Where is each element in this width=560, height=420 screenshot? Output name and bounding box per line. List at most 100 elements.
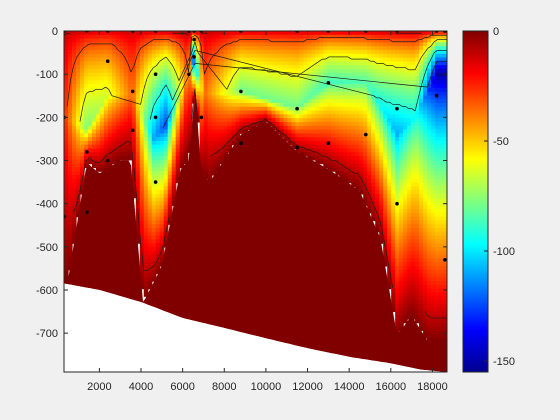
field-cell bbox=[179, 99, 185, 104]
field-cell bbox=[299, 57, 304, 62]
field-cell bbox=[203, 167, 209, 172]
field-cell bbox=[255, 42, 261, 47]
field-cell bbox=[287, 110, 293, 115]
field-cell bbox=[411, 76, 416, 81]
contour-segment bbox=[150, 39, 154, 43]
field-cell bbox=[411, 209, 416, 214]
field-cell bbox=[175, 159, 181, 165]
field-cell bbox=[415, 292, 420, 297]
field-cell bbox=[267, 91, 273, 97]
field-cell bbox=[415, 174, 420, 180]
field-cell bbox=[355, 163, 360, 168]
field-cell bbox=[179, 125, 185, 131]
field-cell bbox=[95, 80, 101, 85]
field-cell bbox=[407, 303, 412, 309]
field-cell bbox=[131, 53, 137, 59]
field-cell bbox=[95, 129, 101, 134]
field-cell bbox=[131, 118, 137, 123]
field-cell bbox=[387, 243, 392, 248]
field-cell bbox=[403, 212, 408, 218]
field-cell bbox=[147, 284, 153, 290]
field-cell bbox=[407, 315, 412, 320]
field-cell bbox=[64, 231, 69, 237]
contour-segment bbox=[232, 71, 237, 77]
field-cell bbox=[335, 114, 340, 119]
field-cell bbox=[443, 106, 447, 112]
field-cell bbox=[119, 99, 125, 104]
field-cell bbox=[203, 76, 209, 81]
field-cell bbox=[79, 163, 85, 168]
field-cell bbox=[71, 65, 77, 70]
field-cell bbox=[427, 190, 432, 195]
field-cell bbox=[247, 53, 253, 59]
field-cell bbox=[219, 31, 225, 36]
field-cell bbox=[439, 76, 444, 81]
field-cell bbox=[111, 72, 117, 78]
field-cell bbox=[75, 95, 81, 100]
field-cell bbox=[227, 129, 233, 134]
field-cell bbox=[379, 140, 384, 146]
field-cell bbox=[263, 38, 269, 43]
field-cell bbox=[347, 163, 352, 168]
field-cell bbox=[339, 125, 344, 131]
field-cell bbox=[151, 129, 157, 134]
field-cell bbox=[303, 114, 308, 119]
field-cell bbox=[331, 87, 336, 93]
field-cell bbox=[75, 87, 81, 93]
field-cell bbox=[303, 65, 308, 70]
field-cell bbox=[99, 121, 105, 127]
field-cell bbox=[299, 106, 304, 112]
field-cell bbox=[151, 167, 157, 172]
field-cell bbox=[411, 121, 416, 127]
field-cell bbox=[123, 65, 129, 70]
field-cell bbox=[107, 61, 113, 66]
field-cell bbox=[383, 167, 388, 172]
field-cell bbox=[419, 114, 424, 119]
field-cell bbox=[407, 258, 412, 263]
field-cell bbox=[135, 197, 141, 203]
field-cell bbox=[143, 201, 149, 206]
field-cell bbox=[139, 144, 145, 150]
field-cell bbox=[331, 167, 336, 172]
field-cell bbox=[339, 121, 344, 127]
field-cell bbox=[443, 49, 447, 55]
field-cell bbox=[215, 110, 221, 115]
field-cell bbox=[419, 190, 424, 195]
field-cell bbox=[99, 156, 105, 161]
field-cell bbox=[403, 277, 408, 282]
field-cell bbox=[195, 68, 201, 74]
field-cell bbox=[387, 110, 392, 115]
field-cell bbox=[331, 95, 336, 100]
field-cell bbox=[315, 57, 320, 62]
field-cell bbox=[443, 95, 447, 100]
field-cell bbox=[419, 216, 424, 222]
field-cell bbox=[71, 95, 77, 100]
field-cell bbox=[391, 49, 396, 55]
field-cell bbox=[135, 84, 141, 89]
field-cell bbox=[395, 311, 400, 316]
field-cell bbox=[331, 84, 336, 89]
field-cell bbox=[335, 129, 340, 134]
field-cell bbox=[211, 167, 217, 172]
field-cell bbox=[67, 186, 73, 191]
field-cell bbox=[155, 80, 161, 85]
field-cell bbox=[419, 61, 424, 66]
field-cell bbox=[383, 121, 388, 127]
contour-segment bbox=[325, 56, 330, 60]
field-cell bbox=[411, 296, 416, 301]
field-cell bbox=[203, 53, 209, 59]
field-cell bbox=[75, 167, 81, 172]
field-cell bbox=[407, 277, 412, 282]
field-cell bbox=[423, 99, 428, 104]
field-cell bbox=[275, 118, 281, 123]
field-cell bbox=[171, 148, 177, 153]
field-cell bbox=[199, 159, 205, 165]
field-cell bbox=[155, 231, 161, 237]
field-cell bbox=[307, 129, 312, 134]
field-cell bbox=[419, 174, 424, 180]
field-cell bbox=[267, 34, 273, 40]
field-cell bbox=[431, 133, 436, 138]
field-cell bbox=[179, 57, 185, 62]
field-cell bbox=[407, 156, 412, 161]
field-cell bbox=[263, 61, 269, 66]
